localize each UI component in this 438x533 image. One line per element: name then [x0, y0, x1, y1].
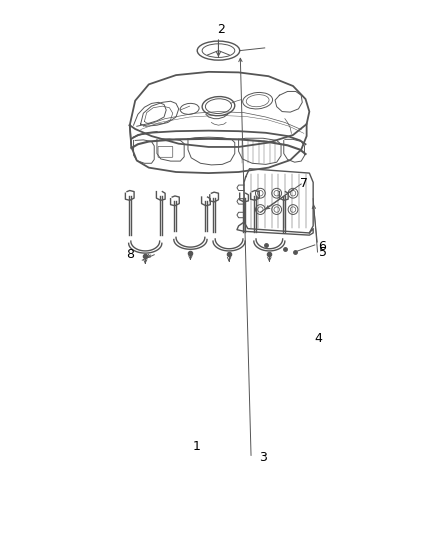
Text: 6: 6 [318, 240, 326, 253]
Text: 8: 8 [126, 248, 134, 261]
Text: 4: 4 [314, 332, 322, 344]
Text: 5: 5 [319, 246, 327, 259]
Text: 1: 1 [193, 440, 201, 453]
Text: 7: 7 [300, 177, 308, 190]
Text: 2: 2 [217, 23, 225, 36]
Text: 3: 3 [259, 451, 267, 464]
